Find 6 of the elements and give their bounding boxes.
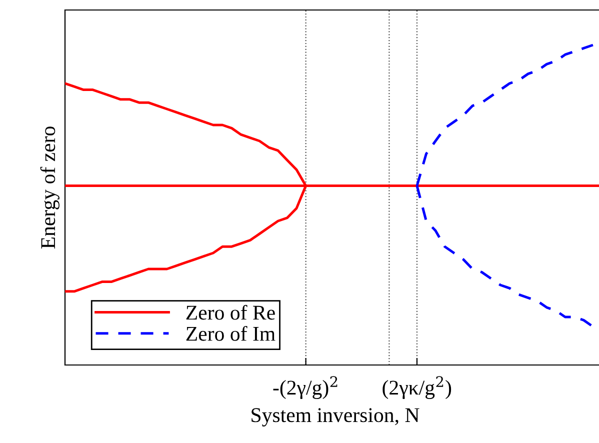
legend-label: Zero of Re bbox=[186, 304, 275, 320]
y-axis-title: Energy of zero bbox=[40, 126, 60, 249]
x-axis-title: System inversion, N bbox=[252, 408, 420, 426]
x-tick-label: (2γκ/g$^{2}$) bbox=[382, 376, 452, 399]
x-tick-label: -(2γ/g)$^{2}$ bbox=[273, 376, 338, 399]
legend-label: Zero of Im bbox=[186, 326, 276, 341]
